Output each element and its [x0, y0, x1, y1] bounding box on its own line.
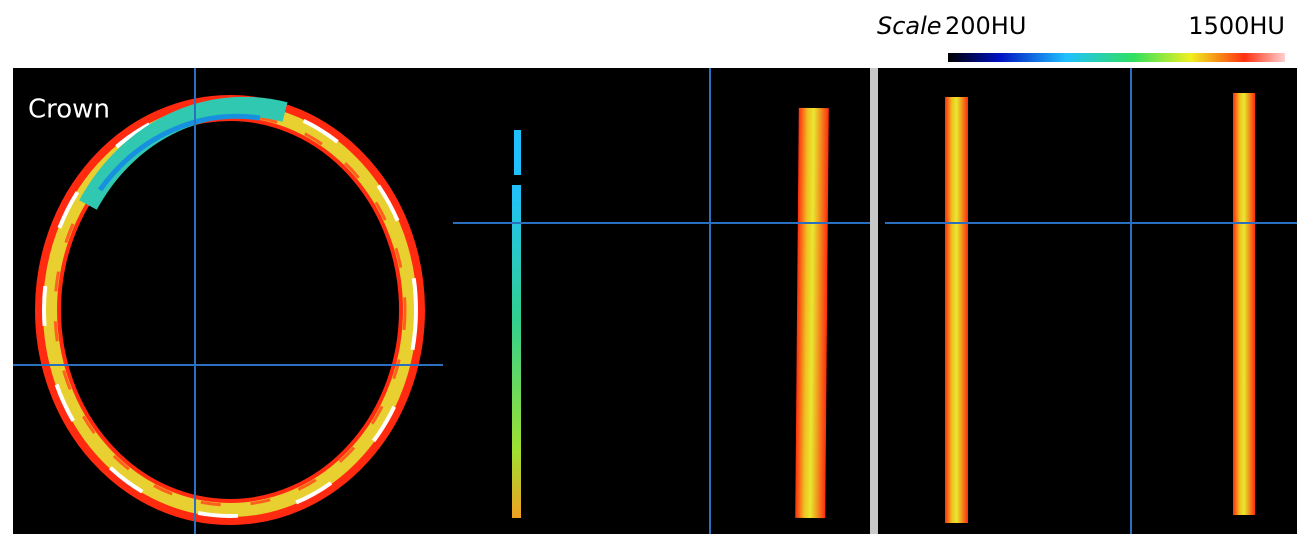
scale-max-label: 1500HU — [1188, 12, 1285, 40]
panel-label: Crown — [28, 95, 110, 125]
panel-divider — [870, 68, 878, 534]
scale-title: Scale — [877, 12, 942, 40]
image-area — [13, 68, 1297, 534]
section-bar — [514, 130, 521, 175]
section-bar — [1233, 93, 1255, 515]
figure: Scale 200HU 1500HU Crown — [0, 0, 1299, 536]
scale-min-label: 200HU — [945, 12, 1026, 40]
color-scale-bar — [948, 53, 1285, 62]
section-bar — [512, 185, 521, 518]
page: Scale 200HU 1500HU Crown (() => { const … — [0, 0, 1299, 536]
section-bar — [945, 97, 968, 523]
section-bar — [795, 108, 829, 518]
